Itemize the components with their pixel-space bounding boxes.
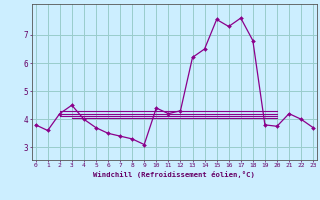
X-axis label: Windchill (Refroidissement éolien,°C): Windchill (Refroidissement éolien,°C)	[93, 171, 255, 178]
